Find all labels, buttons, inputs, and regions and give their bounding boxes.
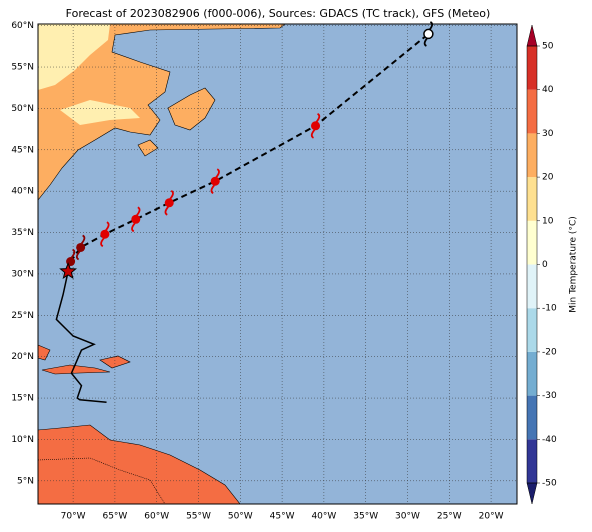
x-tick-label: 65°W [102,512,127,522]
storm-symbol [131,206,141,233]
colorbar-segment [527,439,537,483]
colorbar-label: Min Temperature (°C) [569,216,579,313]
chart-title: Forecast of 2023082906 (f000-006), Sourc… [66,7,491,20]
y-tick-label: 55°N [11,63,34,73]
storm-arm [75,234,86,261]
storm-center [423,28,434,40]
x-tick-label: 70°W [61,512,86,522]
colorbar-segment [527,395,537,440]
colorbar-segment [527,46,537,90]
storm-symbol [75,234,86,261]
colorbar-tick-label: -20 [542,347,557,357]
storm-symbol [423,21,434,47]
colorbar-over [526,24,538,47]
colorbar-tick-label: 0 [542,260,548,270]
forecast-track [69,33,430,263]
colorbar-segment [527,351,537,396]
storm-symbol [210,168,220,195]
land [37,23,286,505]
storm-center [164,198,174,208]
x-tick-label: 50°W [228,512,253,522]
colorbar-tick-label: 20 [542,173,554,183]
y-tick-label: 60°N [11,21,34,31]
storm-arm [210,168,220,195]
x-tick-label: 60°W [144,512,169,522]
y-tick-label: 15°N [11,394,34,404]
y-tick-label: 10°N [11,435,34,445]
y-tick-label: 30°N [11,269,34,279]
colorbar-segment [527,133,537,178]
colorbar-segment [527,264,537,309]
storm-center [311,121,321,131]
colorbar-tick-label: -30 [542,391,557,401]
current-position [59,262,77,280]
frame [37,23,518,505]
x-tick-label: 55°W [186,512,211,522]
storm-arm [310,112,321,139]
storm-arm [100,221,110,248]
colorbar-tick-label: -10 [542,304,557,314]
colorbar-segment [527,220,537,265]
storm-arm [423,21,434,47]
y-tick-label: 50°N [11,104,34,114]
x-tick-label: 30°W [395,512,420,522]
storm-symbol [310,112,321,139]
colorbar-tick-label: 40 [542,85,554,95]
x-tick-label: 35°W [353,512,378,522]
x-tick-label: 45°W [270,512,295,522]
x-tick-label: 25°W [437,512,462,522]
storm-arm [164,189,174,216]
colorbar-under [526,482,538,505]
storm-center [100,229,110,239]
y-tick-label: 5°N [17,476,34,486]
colorbar-segment [527,89,537,134]
x-tick-label: 40°W [311,512,336,522]
colorbar-tick-label: -40 [542,435,557,445]
colorbar-tick-label: 10 [542,216,554,226]
x-tick-label: 20°W [479,512,504,522]
y-tick-label: 20°N [11,352,34,362]
past-track [55,271,107,403]
storm-symbol [164,189,174,216]
colorbar-segment [527,177,537,221]
storm-center [76,242,86,252]
y-tick-label: 35°N [11,228,34,238]
y-tick-label: 45°N [11,145,34,155]
storm-arm [131,206,141,233]
storm-center [131,214,141,224]
colorbar-tick-label: 30 [542,129,554,139]
y-tick-label: 25°N [11,311,34,321]
storm-center [210,176,220,186]
storm-symbol [100,221,110,248]
y-tick-label: 40°N [11,187,34,197]
colorbar-tick-label: 50 [542,42,554,52]
colorbar-segment [527,308,537,352]
colorbar-tick-label: -50 [542,479,557,489]
